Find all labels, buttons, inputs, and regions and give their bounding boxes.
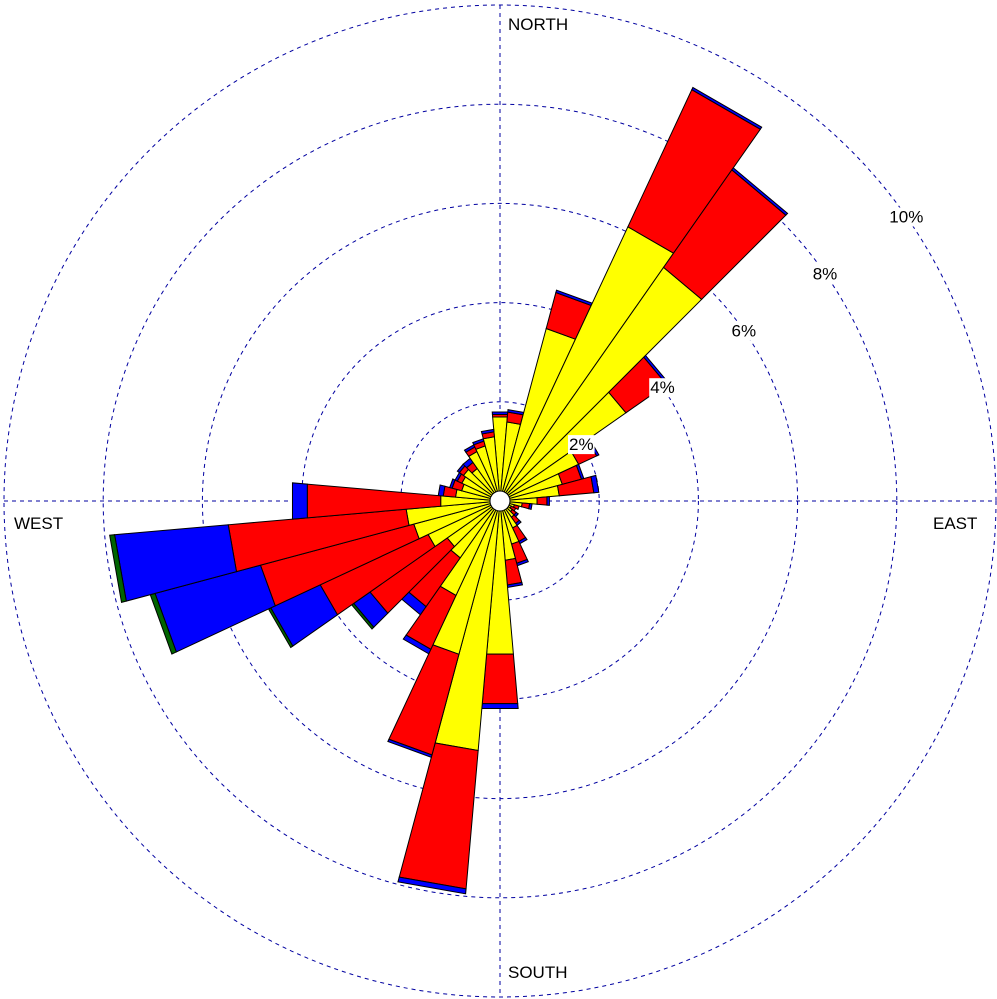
ring-label-10: 10% xyxy=(888,207,925,227)
petal-dir-90-bin2 xyxy=(536,496,548,506)
calm-circle xyxy=(489,490,511,512)
grid-ring-4 xyxy=(301,302,699,700)
svg-text:4%: 4% xyxy=(650,378,675,397)
petal-dir-210-bin3 xyxy=(402,634,432,655)
grid-ring-8 xyxy=(102,103,898,899)
petal-dir-350-bin3 xyxy=(480,428,495,435)
ring-label-2: 2% xyxy=(568,435,595,455)
ring-labels: 2% 4% 6% 8% 10% xyxy=(568,207,925,455)
petal-dir-30-bin3 xyxy=(691,86,763,130)
petal-dir-40-bin3 xyxy=(731,167,789,216)
petal-dir-100-bin3 xyxy=(528,503,533,510)
svg-text:2%: 2% xyxy=(569,435,594,454)
petal-dir-190-bin2 xyxy=(398,742,479,890)
petal-dir-0-bin3 xyxy=(491,411,509,416)
direction-label-west: WEST xyxy=(14,514,63,533)
petal-dir-270-bin3 xyxy=(291,482,308,520)
svg-text:6%: 6% xyxy=(732,321,757,340)
direction-label-south: SOUTH xyxy=(508,963,568,982)
petal-dir-260-bin4 xyxy=(109,534,127,604)
petal-dir-190-bin3 xyxy=(397,876,467,895)
svg-text:10%: 10% xyxy=(889,208,923,227)
svg-text:8%: 8% xyxy=(813,264,838,283)
direction-label-north: NORTH xyxy=(508,15,568,34)
petal-dir-200-bin3 xyxy=(387,738,433,758)
petal-dir-80-bin3 xyxy=(590,474,600,494)
petal-dir-90-bin3 xyxy=(546,496,550,506)
petal-dir-180-bin2 xyxy=(481,653,519,705)
petal-dir-180-bin3 xyxy=(481,703,519,710)
petal-dir-280-bin3 xyxy=(437,484,446,497)
ring-label-8: 8% xyxy=(811,264,839,284)
wind-petals xyxy=(109,86,789,895)
direction-label-east: EAST xyxy=(933,514,977,533)
ring-label-4: 4% xyxy=(649,378,676,398)
ring-label-6: 6% xyxy=(730,321,758,341)
petal-dir-110-bin2 xyxy=(512,504,520,511)
petal-dir-290-bin3 xyxy=(449,478,456,489)
